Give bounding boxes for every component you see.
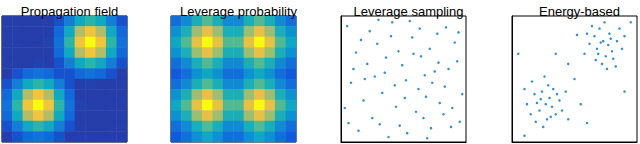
svg-text:Leverage sampling: Leverage sampling	[354, 4, 464, 19]
svg-text:Energy-based: Energy-based	[539, 4, 620, 19]
svg-text:Leverage probability: Leverage probability	[180, 4, 298, 19]
svg-text:Propagation field: Propagation field	[21, 4, 119, 19]
